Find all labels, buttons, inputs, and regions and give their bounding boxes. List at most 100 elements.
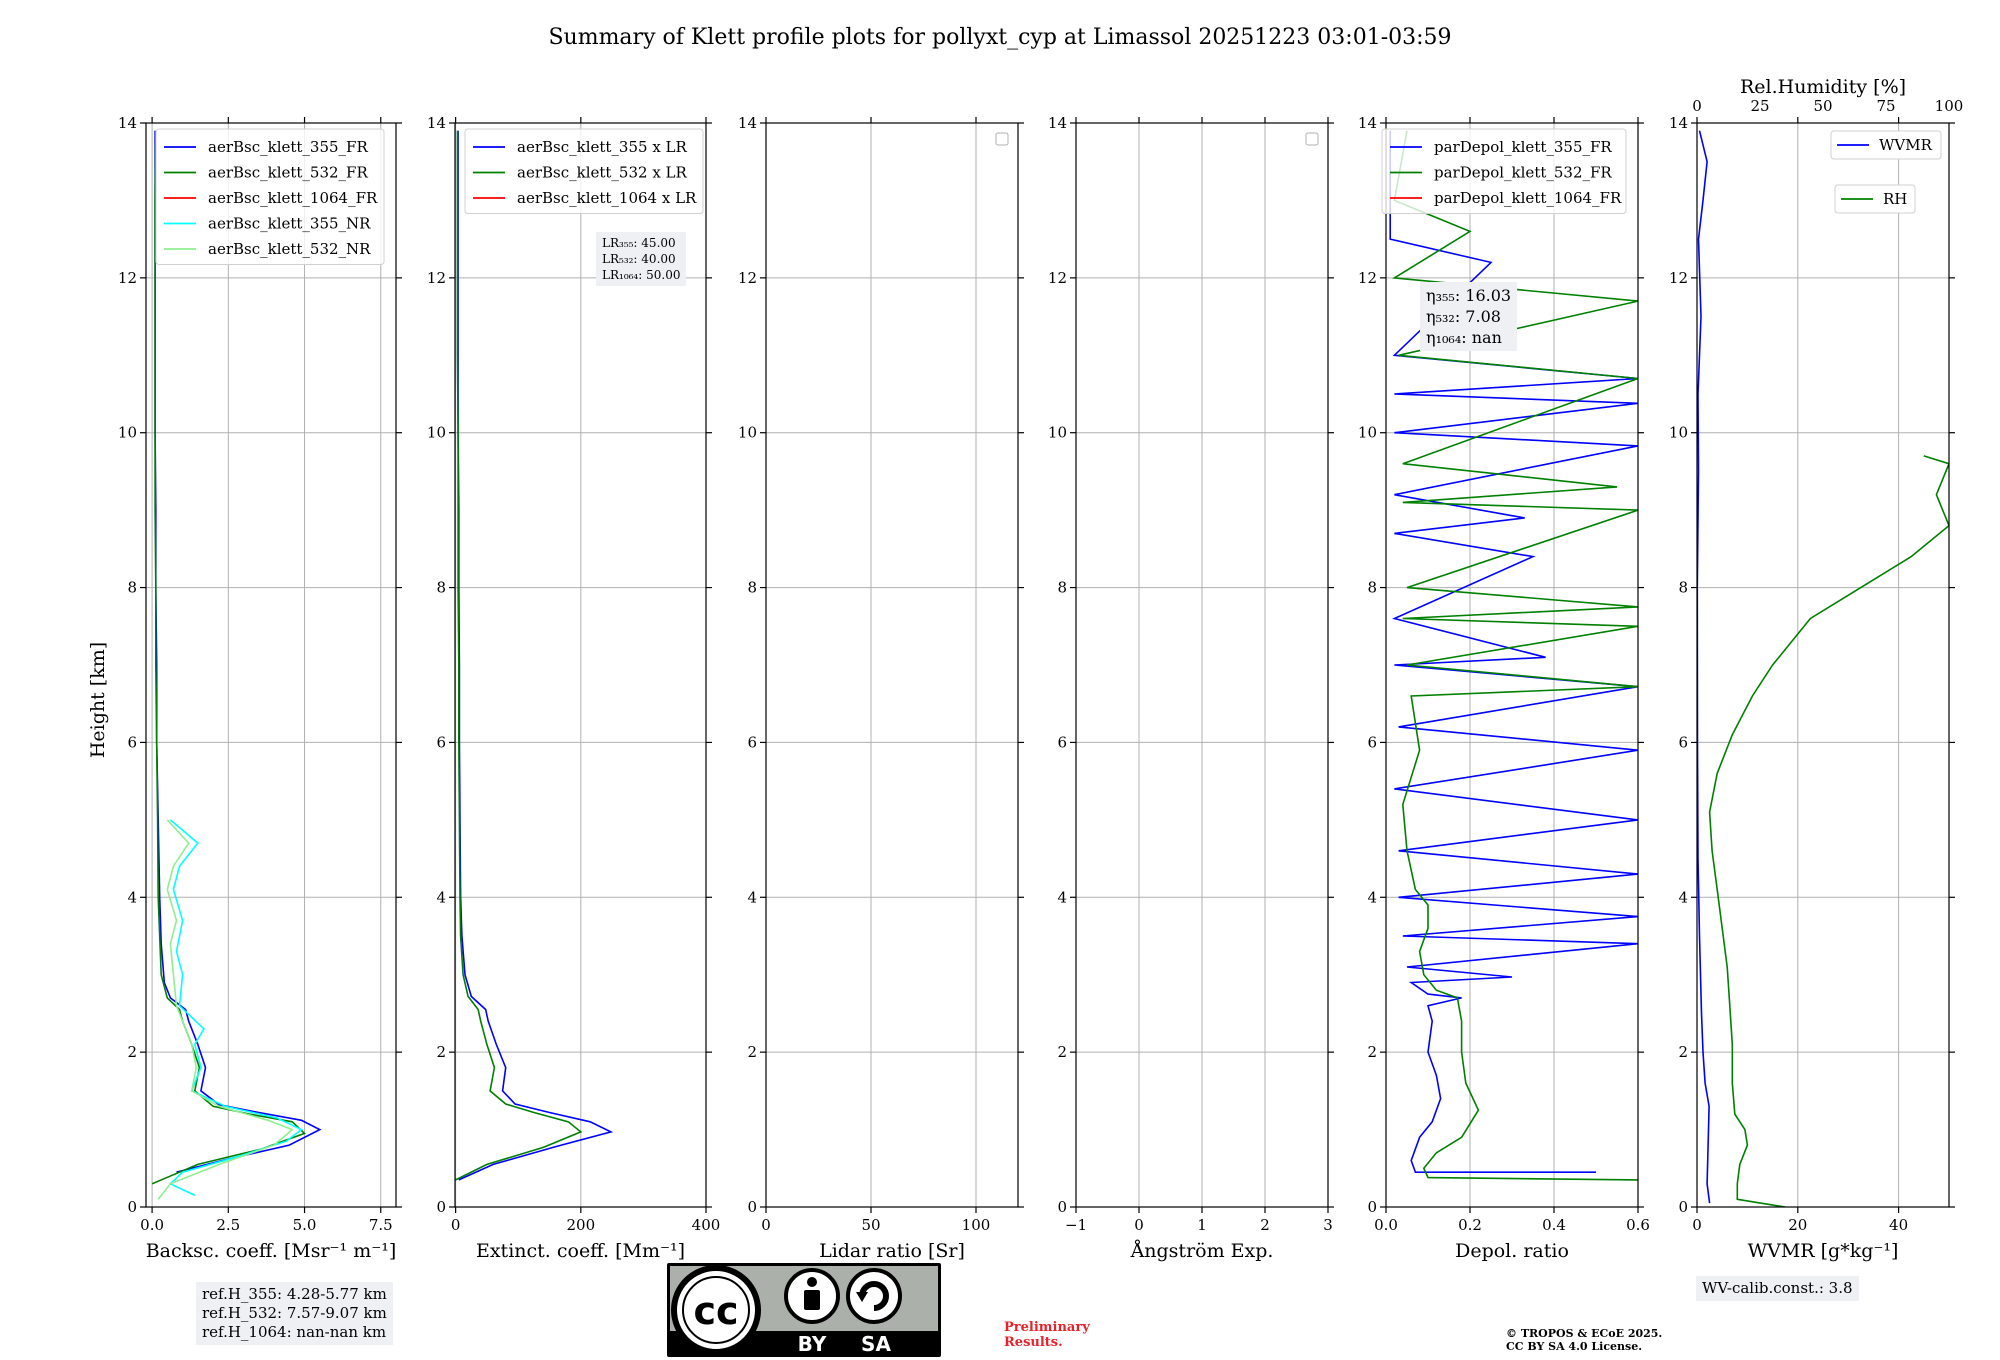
copyright-note: © TROPOS & ECoE 2025. CC BY SA 4.0 Licen… [1506,1327,1662,1353]
axes-frame [145,122,397,1208]
x2-tick-label-4: 100 [1935,97,1964,115]
legend-box [155,128,385,265]
y-tick-label-1: 2 [1057,1043,1067,1061]
lr-532: LR₅₃₂: 40.00 [602,252,676,266]
y-tick-label-0: 0 [1678,1198,1688,1216]
panel-bsc: 0 2 4 6 8 10 12 14 0.0 2.5 5.0 7.5 Backsc. coeff. [M… [118,114,402,1262]
x2-tick-label-1: 25 [1750,97,1769,115]
y-tick-label-5: 10 [1048,424,1067,442]
y-tick-label-3: 6 [1057,733,1067,751]
y-tick-label-7: 14 [118,114,137,132]
x-tick-label-3: 0.6 [1626,1216,1650,1234]
legend-box [1830,130,1942,160]
series-line-parDepol_klett_355_FR [1389,130,1638,1173]
empty-legend-box [995,132,1009,146]
y-tick-label-7: 14 [738,114,757,132]
copyright-line-2: CC BY SA 4.0 License. [1506,1340,1643,1353]
y-tick-label-4: 8 [436,579,446,597]
legend-box [1381,128,1627,214]
legend-label-aerBsc_klett_532_FR: aerBsc_klett_532_FR [208,164,368,182]
x-axis-label-ang: Ångström Exp. [1130,1240,1274,1262]
y-tick-label-4: 8 [127,579,137,597]
x-axis-label-lr: Lidar ratio [Sr] [819,1240,965,1262]
y-tick-label-7: 14 [1358,114,1377,132]
cc-by-label: BY [798,1332,827,1356]
legend-label-aerBsc_klett_532 x LR: aerBsc_klett_532 x LR [517,164,688,182]
eta-1064: η₁₀₆₄: nan [1426,328,1502,347]
x-tick-label-2: 100 [962,1216,991,1234]
x-tick-label-1: 200 [566,1216,595,1234]
lr-355: LR₃₅₅: 45.00 [602,236,676,250]
y-tick-label-2: 4 [436,888,446,906]
y-tick-label-6: 12 [1669,269,1688,287]
axes-frame [1696,122,1950,1208]
y-tick-label-0: 0 [436,1198,446,1216]
y-tick-label-1: 2 [127,1043,137,1061]
y-tick-label-2: 4 [127,888,137,906]
x-tick-label-1: 0 [1134,1216,1144,1234]
ref-height-box: ref.H_355: 4.28-5.77 km ref.H_532: 7.57-… [196,1282,393,1345]
x-tick-label-2: 400 [692,1216,721,1234]
y-tick-label-0: 0 [1057,1198,1067,1216]
x2-tick-label-2: 50 [1813,97,1832,115]
eta-box: η₃₅₅: 16.03 η₅₃₂: 7.08 η₁₀₆₄: nan [1420,282,1518,351]
eta-532: η₅₃₂: 7.08 [1426,307,1501,326]
wv-calib-text: WV-calib.const.: 3.8 [1702,1279,1853,1297]
panel-ext: 0 2 4 6 8 10 12 14 0 200 400 Extinct. coeff. [Mm⁻¹]… [427,114,720,1262]
x-tick-label-0: 0.0 [140,1216,164,1234]
preliminary-note: Preliminary Results. [1004,1320,1090,1350]
cc-sa-label: SA [861,1332,891,1356]
x-tick-label-1: 50 [861,1216,880,1234]
legend-label-aerBsc_klett_1064_FR: aerBsc_klett_1064_FR [208,189,378,207]
y-tick-label-5: 10 [118,424,137,442]
cc-by-sa-icon: cc BY SA [667,1263,941,1357]
legend-label-WVMR: WVMR [1879,136,1933,154]
panel-lr: 0 2 4 6 8 10 12 14 0 50 100 Lidar ratio [Sr] [738,114,1024,1262]
y-tick-label-6: 12 [427,269,446,287]
y-tick-label-6: 12 [118,269,137,287]
y-tick-label-7: 14 [427,114,446,132]
figure-title: Summary of Klett profile plots for polly… [548,25,1451,50]
x-tick-label-2: 40 [1889,1216,1908,1234]
legend-label-aerBsc_klett_532_NR: aerBsc_klett_532_NR [208,240,371,258]
x-tick-label-0: 0.0 [1374,1216,1398,1234]
y-tick-label-3: 6 [1678,733,1688,751]
series-line-parDepol_klett_532_FR [1391,130,1638,1181]
y-tick-label-1: 2 [436,1043,446,1061]
y-tick-label-6: 12 [738,269,757,287]
y-tick-label-5: 10 [1669,424,1688,442]
y-tick-label-5: 10 [1358,424,1377,442]
preliminary-line-1: Preliminary [1004,1320,1090,1335]
x-tick-label-1: 0.2 [1458,1216,1482,1234]
eta-355: η₃₅₅: 16.03 [1426,286,1512,305]
series-line-WVMR [1697,130,1711,1204]
legend-label-parDepol_klett_355_FR: parDepol_klett_355_FR [1434,138,1612,156]
legend-box [1834,184,1916,214]
y-tick-label-3: 6 [436,733,446,751]
x-tick-label-3: 2 [1260,1216,1270,1234]
y-tick-label-6: 12 [1358,269,1377,287]
legend-label-parDepol_klett_532_FR: parDepol_klett_532_FR [1434,164,1612,182]
x-axis-label-ext: Extinct. coeff. [Mm⁻¹] [476,1240,685,1262]
legend-label-aerBsc_klett_355_FR: aerBsc_klett_355_FR [208,138,368,156]
y-tick-label-4: 8 [1678,579,1688,597]
y-tick-label-2: 4 [1678,888,1688,906]
legend-label-aerBsc_klett_1064 x LR: aerBsc_klett_1064 x LR [517,189,697,207]
ref-height-355: ref.H_355: 4.28-5.77 km [202,1285,387,1303]
svg-text:cc: cc [693,1289,738,1333]
x-tick-label-1: 20 [1788,1216,1807,1234]
x-tick-label-4: 3 [1323,1216,1333,1234]
axes-frame [765,122,1019,1208]
x-axis-label-dep: Depol. ratio [1455,1240,1569,1262]
y-tick-label-0: 0 [747,1198,757,1216]
lidar-ratio-box: LR₃₅₅: 45.00 LR₅₃₂: 40.00 LR₁₀₆₄: 50.00 [596,232,687,286]
wv-calib-box: WV-calib.const.: 3.8 [1696,1276,1859,1301]
x-tick-label-0: 0 [1692,1216,1702,1234]
y-tick-label-4: 8 [1057,579,1067,597]
y-tick-label-1: 2 [747,1043,757,1061]
y-tick-label-6: 12 [1048,269,1067,287]
legend-box [464,128,704,214]
series-line-aerBsc_klett_355_NR [169,819,304,1197]
